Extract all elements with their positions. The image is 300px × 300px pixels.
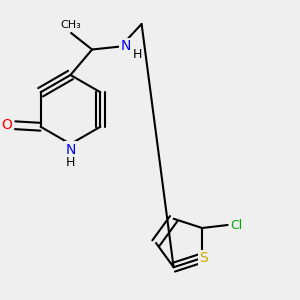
- Text: CH₃: CH₃: [61, 20, 82, 30]
- Text: Cl: Cl: [231, 218, 243, 232]
- Text: N: N: [121, 40, 131, 53]
- Text: S: S: [199, 251, 208, 265]
- Text: H: H: [66, 156, 75, 169]
- Text: N: N: [65, 142, 76, 157]
- Text: O: O: [1, 118, 12, 132]
- Text: H: H: [133, 47, 142, 61]
